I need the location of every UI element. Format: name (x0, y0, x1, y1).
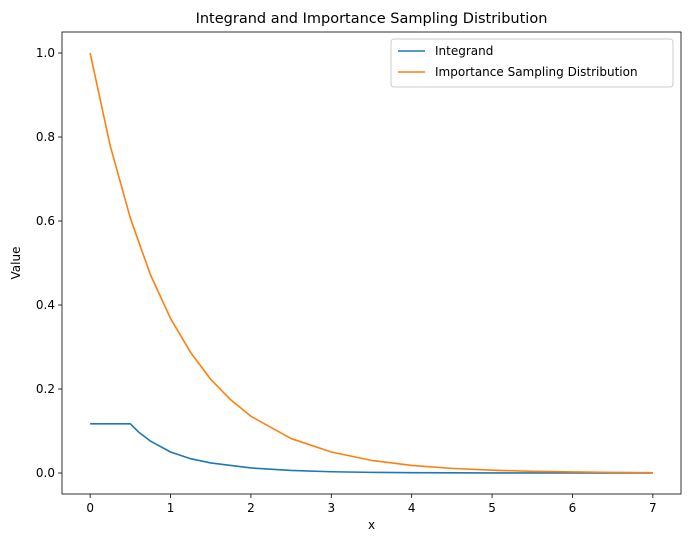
x-tick-label: 0 (86, 501, 94, 515)
x-axis-title: x (368, 518, 375, 532)
x-tick-label: 2 (247, 501, 255, 515)
y-tick-label: 0.0 (36, 466, 55, 480)
plot-area (61, 31, 682, 495)
y-tick-label: 0.2 (36, 382, 55, 396)
legend-box (390, 38, 674, 88)
chart-title: Integrand and Importance Sampling Distri… (196, 11, 548, 27)
y-tick-label: 0.8 (36, 130, 55, 144)
y-tick-label: 1.0 (36, 46, 55, 60)
legend-label-1: Integrand (435, 44, 493, 58)
x-tick-label: 4 (408, 501, 416, 515)
y-tick-label: 0.6 (36, 214, 55, 228)
x-tick-label: 5 (488, 501, 496, 515)
legend: Integrand Importance Sampling Distributio… (390, 38, 674, 88)
x-tick-label: 3 (327, 501, 335, 515)
series-line-2 (89, 52, 653, 474)
plot-background (62, 32, 681, 494)
x-axis: 0 1 2 3 4 5 6 7 (86, 494, 657, 515)
x-tick-label: 1 (167, 501, 175, 515)
y-axis: 0.0 0.2 0.4 0.6 0.8 1.0 (36, 46, 62, 480)
series-line-1 (90, 423, 653, 474)
legend-label-2: Importance Sampling Distribution (435, 65, 638, 79)
plot-frame (61, 31, 682, 495)
y-axis-title: Value (9, 247, 23, 280)
x-tick-label: 7 (649, 501, 657, 515)
series-layer (89, 52, 653, 474)
y-tick-label: 0.4 (36, 298, 55, 312)
x-tick-label: 6 (569, 501, 577, 515)
